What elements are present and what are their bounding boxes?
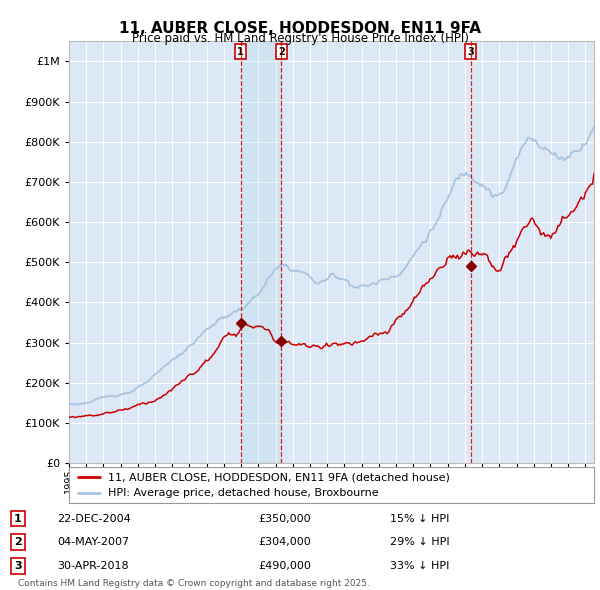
Text: 04-MAY-2007: 04-MAY-2007	[57, 537, 129, 547]
Text: Contains HM Land Registry data © Crown copyright and database right 2025.
This d: Contains HM Land Registry data © Crown c…	[18, 579, 370, 590]
Bar	[241, 41, 281, 463]
Text: 29% ↓ HPI: 29% ↓ HPI	[390, 537, 449, 547]
Text: Price paid vs. HM Land Registry's House Price Index (HPI): Price paid vs. HM Land Registry's House …	[131, 32, 469, 45]
Text: 3: 3	[14, 561, 22, 571]
Text: 11, AUBER CLOSE, HODDESDON, EN11 9FA: 11, AUBER CLOSE, HODDESDON, EN11 9FA	[119, 21, 481, 35]
Text: 3: 3	[467, 47, 474, 57]
Text: 11, AUBER CLOSE, HODDESDON, EN11 9FA (detached house): 11, AUBER CLOSE, HODDESDON, EN11 9FA (de…	[109, 472, 450, 482]
Text: 2: 2	[14, 537, 22, 547]
Text: 22-DEC-2004: 22-DEC-2004	[57, 514, 131, 523]
Text: 30-APR-2018: 30-APR-2018	[57, 561, 128, 571]
Text: 1: 1	[14, 514, 22, 523]
Text: 2: 2	[278, 47, 285, 57]
Text: 33% ↓ HPI: 33% ↓ HPI	[390, 561, 449, 571]
Text: 1: 1	[237, 47, 244, 57]
Text: £490,000: £490,000	[258, 561, 311, 571]
Text: £350,000: £350,000	[258, 514, 311, 523]
Text: 15% ↓ HPI: 15% ↓ HPI	[390, 514, 449, 523]
Text: £304,000: £304,000	[258, 537, 311, 547]
Text: HPI: Average price, detached house, Broxbourne: HPI: Average price, detached house, Brox…	[109, 488, 379, 498]
